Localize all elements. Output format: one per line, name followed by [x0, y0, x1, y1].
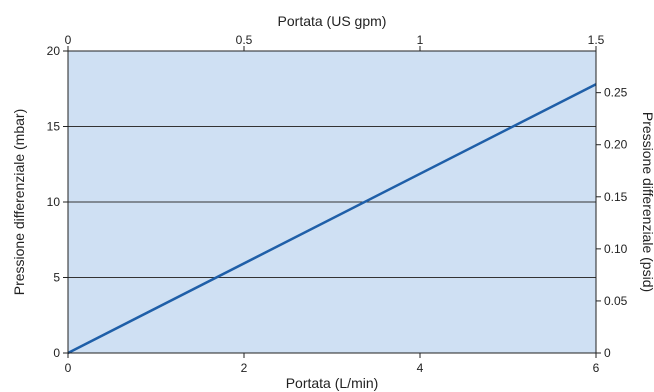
y-right-tick-label-0.05: 0.05 — [604, 294, 628, 308]
x-top-tick-label-0: 0 — [65, 33, 72, 47]
x-top-tick-label-1: 1 — [417, 33, 424, 47]
x-bottom-tick-label-4: 4 — [417, 361, 424, 375]
y-left-tick-label-10: 10 — [47, 195, 61, 209]
y-left-tick-label-0: 0 — [53, 346, 60, 360]
x-axis-bottom-label: Portata (L/min) — [286, 375, 379, 391]
x-axis-top-label: Portata (US gpm) — [278, 13, 387, 29]
tick-marks — [63, 46, 601, 358]
y-left-tick-label-20: 20 — [47, 44, 61, 58]
x-bottom-tick-label-0: 0 — [65, 361, 72, 375]
y-right-tick-label-0.15: 0.15 — [604, 190, 628, 204]
x-top-tick-label-1.5: 1.5 — [588, 33, 605, 47]
series-line — [67, 83, 597, 355]
x-bottom-tick-label-6: 6 — [593, 361, 600, 375]
y-axis-left-label: Pressione differenziale (mbar) — [11, 109, 27, 296]
tick-labels: 0 2 4 60 0.5 1 1.50510152000.050.100.150.200.2… — [47, 33, 628, 375]
y-right-tick-label-0.2: 0.20 — [604, 138, 628, 152]
y-right-tick-label-0.25: 0.25 — [604, 86, 628, 100]
x-top-tick-label-0.5: 0.5 — [236, 33, 253, 47]
y-right-tick-label-0.1: 0.10 — [604, 242, 628, 256]
y-axis-right-label: Pressione differenziale (psid) — [640, 112, 654, 292]
y-left-tick-label-15: 15 — [47, 120, 61, 134]
x-bottom-tick-label-2: 2 — [241, 361, 248, 375]
y-left-tick-label-5: 5 — [53, 271, 60, 285]
y-right-tick-label-0: 0 — [604, 346, 611, 360]
